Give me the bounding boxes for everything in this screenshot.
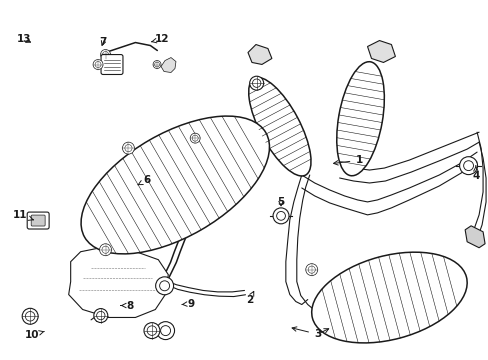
Ellipse shape	[272, 208, 288, 224]
Ellipse shape	[459, 157, 477, 175]
Polygon shape	[367, 41, 395, 62]
Text: 2: 2	[245, 292, 253, 305]
Text: 8: 8	[121, 301, 133, 311]
Ellipse shape	[190, 133, 200, 143]
Ellipse shape	[143, 323, 160, 339]
Text: 1: 1	[333, 155, 362, 165]
Ellipse shape	[25, 311, 35, 321]
Ellipse shape	[153, 60, 161, 68]
Polygon shape	[161, 58, 176, 72]
Ellipse shape	[93, 59, 103, 69]
Polygon shape	[68, 248, 168, 318]
Ellipse shape	[154, 62, 159, 67]
Ellipse shape	[160, 326, 170, 336]
Ellipse shape	[252, 79, 260, 87]
Text: 10: 10	[24, 330, 44, 340]
Ellipse shape	[97, 311, 105, 320]
Ellipse shape	[101, 50, 110, 59]
Ellipse shape	[102, 51, 108, 58]
Text: 3: 3	[291, 327, 321, 339]
Ellipse shape	[463, 161, 472, 171]
Text: 4: 4	[471, 166, 479, 181]
Text: 5: 5	[277, 197, 284, 207]
Ellipse shape	[22, 308, 38, 324]
Text: 6: 6	[138, 175, 150, 185]
Ellipse shape	[305, 264, 317, 276]
Text: 9: 9	[182, 299, 194, 309]
Ellipse shape	[124, 144, 132, 152]
Text: 13: 13	[17, 35, 32, 44]
Ellipse shape	[147, 326, 157, 336]
Ellipse shape	[192, 135, 198, 141]
Ellipse shape	[311, 252, 466, 343]
Ellipse shape	[307, 266, 315, 273]
Text: 7: 7	[100, 37, 107, 47]
Text: 11: 11	[13, 210, 33, 220]
Ellipse shape	[102, 246, 109, 253]
Ellipse shape	[155, 277, 173, 295]
FancyBboxPatch shape	[101, 55, 122, 75]
FancyBboxPatch shape	[27, 212, 49, 229]
Ellipse shape	[95, 62, 101, 68]
Ellipse shape	[122, 142, 134, 154]
Ellipse shape	[156, 321, 174, 339]
Ellipse shape	[100, 244, 111, 256]
Ellipse shape	[248, 77, 310, 176]
Ellipse shape	[276, 211, 285, 220]
Polygon shape	[464, 226, 484, 248]
FancyBboxPatch shape	[31, 215, 45, 226]
Ellipse shape	[94, 309, 107, 323]
Ellipse shape	[249, 76, 263, 90]
Polygon shape	[247, 45, 271, 64]
Ellipse shape	[159, 281, 169, 291]
Text: 12: 12	[151, 35, 168, 44]
Ellipse shape	[81, 116, 269, 254]
Ellipse shape	[336, 62, 384, 176]
